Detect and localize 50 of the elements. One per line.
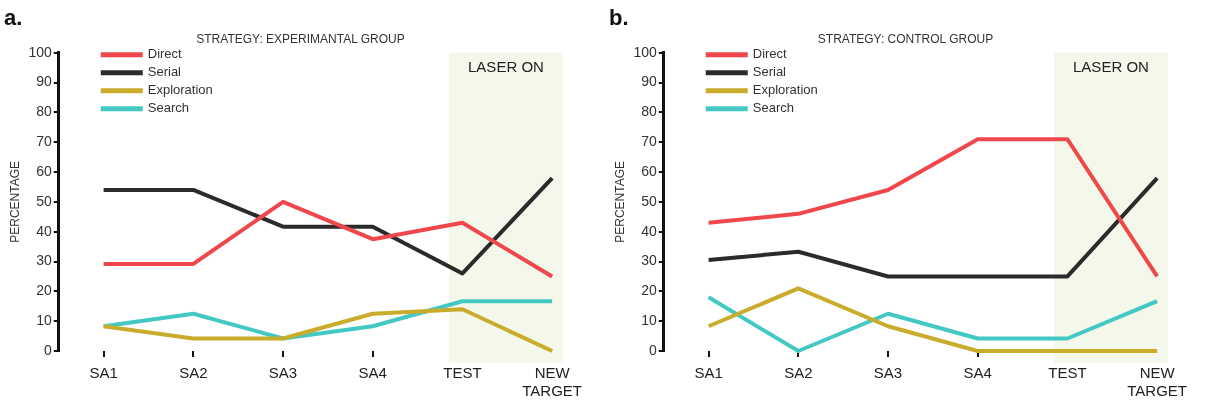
legend-label: Serial	[147, 64, 182, 80]
x-tick-label: NEW TARGET	[522, 364, 583, 400]
y-tick-label: 30	[36, 252, 52, 269]
legend-label: Direct	[147, 46, 183, 62]
legend-label: Search	[752, 100, 794, 116]
y-tick-label: 10	[36, 312, 52, 329]
y-tick-label: 40	[36, 222, 52, 239]
x-tick-label: SA3	[268, 364, 298, 382]
x-tick-label: NEW TARGET	[1127, 364, 1188, 400]
x-tick-label: SA4	[358, 364, 387, 382]
y-tick-label: 80	[641, 103, 657, 120]
band-label: LASER ON	[1073, 58, 1149, 76]
x-tick-label: SA3	[873, 364, 903, 382]
y-tick-label: 90	[36, 73, 52, 90]
y-tick-label: 100	[28, 43, 52, 60]
y-tick-label: 0	[43, 341, 52, 358]
y-tick-label: 60	[36, 162, 52, 179]
x-tick-label: TEST	[1048, 364, 1087, 382]
y-tick-label: 100	[633, 43, 657, 60]
chart-subtitle: STRATEGY: EXPERIMANTAL GROUP	[196, 31, 405, 46]
y-tick-label: 40	[641, 222, 657, 239]
y-tick-label: 70	[36, 133, 52, 150]
y-tick-label: 50	[641, 192, 657, 209]
y-tick-label: 80	[36, 103, 52, 120]
x-tick-label: SA1	[89, 364, 118, 382]
y-axis-title: PERCENTAGE	[612, 161, 627, 243]
y-tick-label: 50	[36, 192, 52, 209]
chart-title: a.	[4, 5, 23, 31]
x-tick-label: SA2	[179, 364, 208, 382]
y-tick-label: 20	[36, 282, 52, 299]
band-label: LASER ON	[468, 58, 544, 76]
x-tick-label: SA4	[963, 364, 992, 382]
y-tick-label: 0	[648, 341, 657, 358]
x-tick-label: TEST	[443, 364, 482, 382]
y-tick-label: 10	[641, 312, 657, 329]
y-tick-label: 30	[641, 252, 657, 269]
x-tick-label: SA2	[784, 364, 813, 382]
legend-label: Exploration	[147, 82, 213, 98]
legend-label: Exploration	[752, 82, 818, 98]
legend-label: Direct	[752, 46, 788, 62]
chart-subtitle: STRATEGY: CONTROL GROUP	[817, 31, 994, 46]
y-tick-label: 70	[641, 133, 657, 150]
y-axis-title: PERCENTAGE	[7, 161, 22, 243]
legend-label: Serial	[752, 64, 787, 80]
x-tick-label: SA1	[694, 364, 723, 382]
y-tick-label: 20	[641, 282, 657, 299]
chart-title: b.	[609, 5, 629, 31]
y-tick-label: 90	[641, 73, 657, 90]
y-tick-label: 60	[641, 162, 657, 179]
legend-label: Search	[147, 100, 189, 116]
